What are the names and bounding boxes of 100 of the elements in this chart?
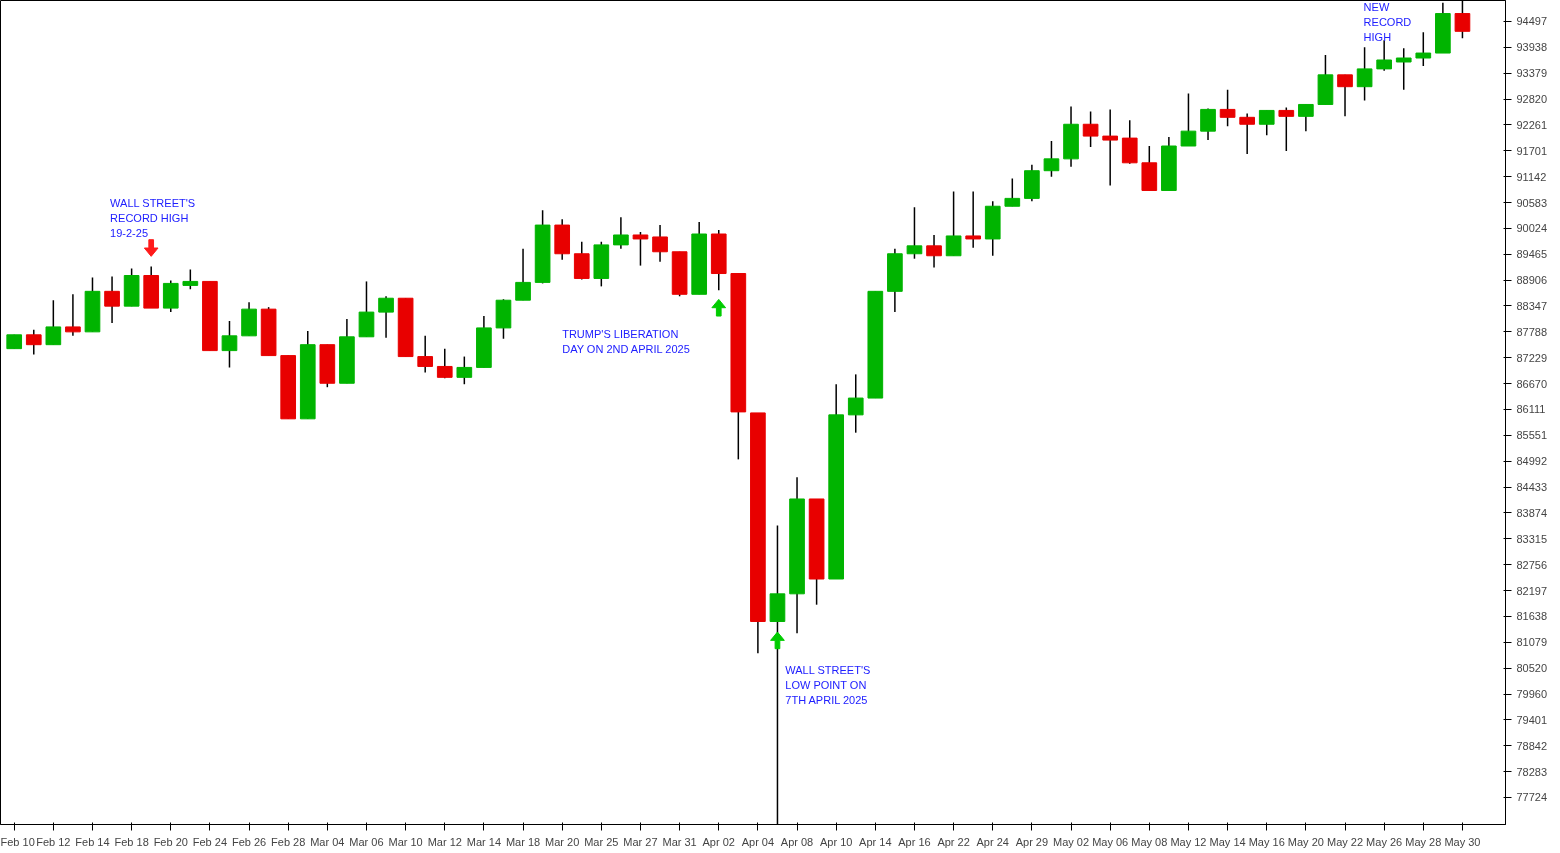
annotation: WALL STREET'S RECORD HIGH 19-2-25 [110, 197, 196, 240]
x-tick-label: Feb 14 [75, 835, 110, 848]
candlestick [1082, 110, 1099, 148]
y-tick-label: 82197 [1516, 584, 1548, 597]
candlestick [456, 355, 473, 385]
y-tick-label: 93379 [1516, 67, 1548, 80]
candlestick [613, 216, 629, 250]
x-tick-label: Apr 10 [819, 835, 853, 848]
candlestick [1395, 47, 1412, 91]
y-tick-label: 81079 [1516, 636, 1548, 649]
y-tick-label: 90024 [1516, 222, 1548, 235]
x-tick-label: May 02 [1052, 835, 1090, 848]
y-tick-label: 78842 [1516, 739, 1548, 752]
x-tick-label: Feb 24 [192, 835, 228, 848]
x-tick-label: Mar 12 [427, 835, 462, 848]
annotation: NEW RECORD HIGH [1363, 0, 1412, 43]
annotation: TRUMP'S LIBERATION DAY ON 2ND APRIL 2025 [562, 327, 690, 355]
candlestick [1356, 46, 1373, 102]
candlestick [1102, 108, 1119, 187]
y-tick-label: 87788 [1516, 325, 1548, 338]
y-tick-label: 91142 [1516, 170, 1547, 183]
candlestick [417, 335, 434, 374]
candlestick [1043, 140, 1060, 178]
x-tick-label: Mar 20 [545, 835, 580, 848]
x-tick-label: May 30 [1444, 835, 1481, 848]
x-tick-label: Feb 20 [153, 835, 188, 848]
x-tick-label: Apr 08 [780, 835, 814, 848]
x-tick-label: Feb 26 [231, 835, 267, 848]
y-tick-label: 80520 [1516, 662, 1548, 675]
y-tick-label: 87229 [1516, 351, 1548, 364]
y-tick-label: 93938 [1516, 41, 1548, 54]
candlestick [1376, 39, 1392, 72]
y-tick-label: 85551 [1516, 429, 1548, 442]
x-tick-label: Mar 27 [623, 835, 658, 848]
y-tick-label: 86670 [1516, 377, 1548, 390]
x-tick-label: Mar 18 [505, 835, 541, 848]
candlestick [926, 234, 942, 269]
candlestick [104, 275, 120, 324]
candlestick [632, 231, 649, 267]
y-tick-label: 86111 [1516, 403, 1546, 416]
x-tick-label: May 06 [1092, 835, 1129, 848]
x-tick-label: May 20 [1287, 835, 1324, 848]
x-tick-label: Apr 16 [898, 835, 931, 848]
x-tick-label: Feb 28 [271, 835, 306, 848]
y-tick-label: 89465 [1516, 248, 1548, 261]
candlestick [945, 190, 962, 257]
y-tick-label: 77724 [1516, 791, 1548, 804]
y-tick-label: 88906 [1516, 274, 1548, 287]
candlestick [1180, 92, 1197, 147]
x-tick-label: May 26 [1366, 835, 1403, 848]
x-tick-label: Apr 04 [741, 835, 775, 848]
candlestick [1415, 31, 1432, 67]
candlestick [515, 248, 531, 301]
candlestick [182, 268, 199, 291]
candlestick [1200, 107, 1216, 141]
candlestick [25, 329, 42, 356]
candlestick [45, 299, 62, 346]
y-tick-label: 91701 [1516, 144, 1548, 157]
candlestick [1258, 109, 1275, 136]
x-tick-label: Feb 10 [0, 835, 35, 848]
x-tick-label: Mar 06 [349, 835, 384, 848]
candlestick [906, 206, 923, 260]
y-tick-label: 92261 [1516, 118, 1548, 131]
y-tick-label: 78283 [1516, 765, 1548, 778]
annotation: WALL STREET'S LOW POINT ON 7TH APRIL 2025 [785, 664, 871, 707]
x-tick-label: Feb 12 [36, 835, 71, 848]
candlestick [652, 224, 668, 263]
x-tick-label: Apr 24 [976, 835, 1009, 848]
candlestick [1278, 106, 1295, 152]
x-tick-label: Mar 31 [662, 835, 697, 848]
x-tick-label: Apr 14 [859, 835, 892, 848]
candlestick [1298, 103, 1314, 132]
y-tick-label: 84992 [1516, 455, 1548, 468]
candlestick [221, 320, 238, 369]
x-tick-label: Mar 14 [466, 835, 502, 848]
x-tick-label: Apr 22 [937, 835, 970, 848]
x-tick-label: Apr 29 [1015, 835, 1049, 848]
x-tick-label: Mar 25 [584, 835, 619, 848]
y-tick-label: 79960 [1516, 688, 1548, 701]
candlestick [378, 295, 394, 339]
x-tick-label: May 12 [1170, 835, 1207, 848]
candlestick [965, 190, 982, 249]
x-tick-label: May 22 [1326, 835, 1364, 848]
candlestick [1239, 112, 1255, 155]
y-tick-label: 90583 [1516, 196, 1548, 209]
candlestick [65, 293, 81, 337]
y-tick-label: 82756 [1516, 558, 1548, 571]
x-tick-label: May 08 [1131, 835, 1168, 848]
candlestick [847, 373, 864, 434]
candlestick [1219, 88, 1236, 127]
x-tick-label: May 14 [1209, 835, 1246, 848]
candlestick [1004, 177, 1021, 207]
candlestick [436, 347, 453, 380]
y-tick-label: 92820 [1516, 93, 1548, 106]
y-tick-label: 81638 [1516, 610, 1548, 623]
x-tick-label: Mar 04 [310, 835, 345, 848]
x-tick-label: Mar 10 [388, 835, 423, 848]
candlestick [1337, 74, 1353, 118]
y-tick-label: 88347 [1516, 300, 1548, 312]
x-tick-label: Feb 18 [114, 835, 149, 848]
